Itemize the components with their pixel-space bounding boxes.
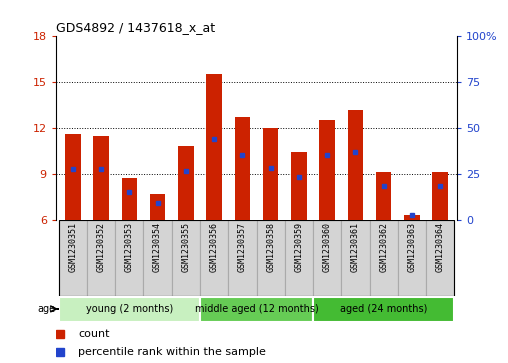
Text: GSM1230355: GSM1230355 <box>181 222 190 272</box>
Text: GSM1230357: GSM1230357 <box>238 222 247 272</box>
FancyBboxPatch shape <box>228 220 257 296</box>
Text: GSM1230351: GSM1230351 <box>69 222 77 272</box>
FancyBboxPatch shape <box>370 220 398 296</box>
FancyBboxPatch shape <box>398 220 426 296</box>
FancyBboxPatch shape <box>59 297 200 322</box>
Bar <box>291 152 307 220</box>
FancyBboxPatch shape <box>200 297 313 322</box>
Bar <box>121 178 137 220</box>
FancyBboxPatch shape <box>115 220 143 296</box>
Text: age: age <box>37 304 55 314</box>
FancyBboxPatch shape <box>285 220 313 296</box>
Text: young (2 months): young (2 months) <box>86 304 173 314</box>
Text: count: count <box>78 329 109 339</box>
Bar <box>93 136 109 220</box>
Bar <box>206 74 222 220</box>
FancyBboxPatch shape <box>313 220 341 296</box>
Bar <box>65 134 81 220</box>
Bar <box>150 193 166 220</box>
Text: GSM1230358: GSM1230358 <box>266 222 275 272</box>
FancyBboxPatch shape <box>172 220 200 296</box>
Text: GSM1230352: GSM1230352 <box>97 222 106 272</box>
Text: GSM1230361: GSM1230361 <box>351 222 360 272</box>
Bar <box>320 120 335 220</box>
FancyBboxPatch shape <box>200 220 228 296</box>
FancyBboxPatch shape <box>341 220 370 296</box>
Text: GSM1230353: GSM1230353 <box>125 222 134 272</box>
Text: GSM1230354: GSM1230354 <box>153 222 162 272</box>
Bar <box>432 172 448 220</box>
Bar <box>376 172 392 220</box>
Bar <box>404 215 420 220</box>
Bar <box>347 110 363 220</box>
Text: GSM1230364: GSM1230364 <box>436 222 444 272</box>
Text: percentile rank within the sample: percentile rank within the sample <box>78 347 266 357</box>
Bar <box>263 128 278 220</box>
FancyBboxPatch shape <box>143 220 172 296</box>
Text: GSM1230363: GSM1230363 <box>407 222 417 272</box>
FancyBboxPatch shape <box>426 220 454 296</box>
FancyBboxPatch shape <box>313 297 454 322</box>
Text: GDS4892 / 1437618_x_at: GDS4892 / 1437618_x_at <box>56 21 215 34</box>
Text: GSM1230360: GSM1230360 <box>323 222 332 272</box>
Bar <box>235 117 250 220</box>
Text: GSM1230362: GSM1230362 <box>379 222 388 272</box>
Text: GSM1230359: GSM1230359 <box>295 222 303 272</box>
FancyBboxPatch shape <box>257 220 285 296</box>
Text: middle aged (12 months): middle aged (12 months) <box>195 304 319 314</box>
FancyBboxPatch shape <box>59 220 87 296</box>
Text: aged (24 months): aged (24 months) <box>340 304 427 314</box>
Text: GSM1230356: GSM1230356 <box>210 222 218 272</box>
Bar <box>178 146 194 220</box>
FancyBboxPatch shape <box>87 220 115 296</box>
